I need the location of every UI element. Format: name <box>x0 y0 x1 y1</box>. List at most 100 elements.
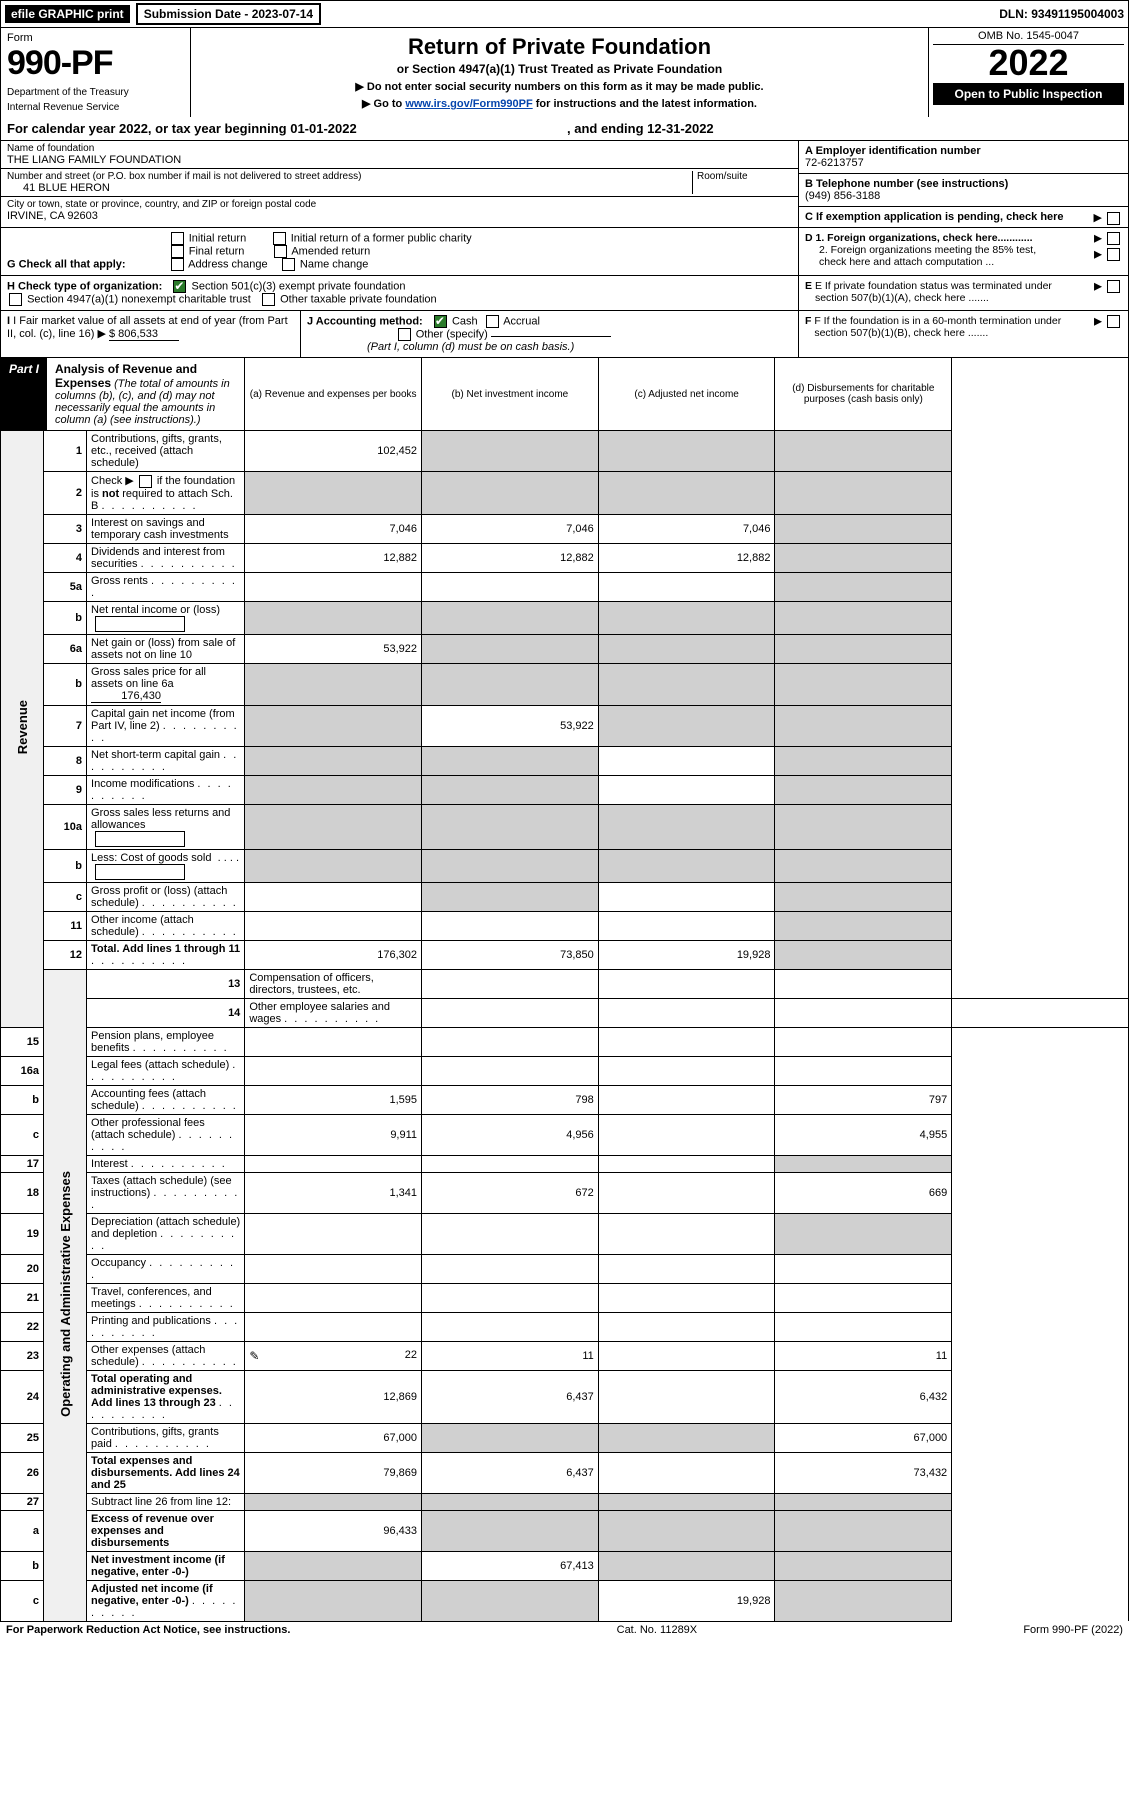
i-value: $ 806,533 <box>109 328 179 341</box>
footer-left: For Paperwork Reduction Act Notice, see … <box>6 1624 290 1636</box>
ein-label: A Employer identification number <box>805 145 981 157</box>
r22-num: 22 <box>1 1312 44 1341</box>
r9-num: 9 <box>44 775 87 804</box>
room-label: Room/suite <box>692 171 792 194</box>
j-opt1: Cash <box>452 315 478 327</box>
footer-right: Form 990-PF (2022) <box>1023 1624 1123 1636</box>
r15-num: 15 <box>1 1027 44 1056</box>
r24-a: 12,869 <box>245 1370 422 1423</box>
d2-checkbox[interactable] <box>1107 248 1120 261</box>
c-checkbox[interactable] <box>1107 212 1120 225</box>
g-label: G Check all that apply: <box>7 258 126 270</box>
h-opt2: Section 4947(a)(1) nonexempt charitable … <box>27 293 251 305</box>
j-other[interactable] <box>398 328 411 341</box>
r6a-num: 6a <box>44 634 87 663</box>
r3-c: 7,046 <box>598 514 775 543</box>
r27a-a: 96,433 <box>245 1510 422 1551</box>
d1-checkbox[interactable] <box>1107 232 1120 245</box>
d1-label: D 1. Foreign organizations, check here..… <box>805 232 1033 244</box>
part1-label: Part I <box>1 358 47 430</box>
r11-num: 11 <box>44 911 87 940</box>
r27-num: 27 <box>1 1493 44 1510</box>
h-label: H Check type of organization: <box>7 280 162 292</box>
r19-num: 19 <box>1 1213 44 1254</box>
r21-num: 21 <box>1 1283 44 1312</box>
r3-num: 3 <box>44 514 87 543</box>
r26-a: 79,869 <box>245 1452 422 1493</box>
name-label: Name of foundation <box>7 143 792 154</box>
row-i-j-f: I I Fair market value of all assets at e… <box>0 311 1129 358</box>
r13-num: 13 <box>87 969 245 998</box>
revenue-side-label: Revenue <box>15 692 30 762</box>
r26-d: 73,432 <box>775 1452 952 1493</box>
note2-post: for instructions and the latest informat… <box>533 98 757 110</box>
r12-label: Total. Add lines 1 through 11 <box>91 943 240 955</box>
r6a-label: Net gain or (loss) from sale of assets n… <box>87 634 245 663</box>
phone-label: B Telephone number (see instructions) <box>805 178 1008 190</box>
r12-a: 176,302 <box>245 940 422 969</box>
h-opt1: Section 501(c)(3) exempt private foundat… <box>191 280 405 292</box>
r20-label: Occupancy <box>91 1257 146 1269</box>
r10a-num: 10a <box>44 804 87 849</box>
r18-d: 669 <box>775 1172 952 1213</box>
g-opt4: Amended return <box>291 245 370 257</box>
top-bar: efile GRAPHIC print Submission Date - 20… <box>0 0 1129 28</box>
d2-label: 2. Foreign organizations meeting the 85%… <box>805 244 1065 268</box>
g-initial-former[interactable] <box>273 232 286 245</box>
h-other-taxable[interactable] <box>262 293 275 306</box>
r27a-label: Excess of revenue over expenses and disb… <box>91 1513 214 1549</box>
f-checkbox[interactable] <box>1107 315 1120 328</box>
form-title: Return of Private Foundation <box>201 34 918 60</box>
r17-num: 17 <box>1 1155 44 1172</box>
r4-a: 12,882 <box>245 543 422 572</box>
h-4947[interactable] <box>9 293 22 306</box>
r23-b: 11 <box>422 1341 599 1370</box>
r6b-inline: 176,430 <box>91 690 161 703</box>
r27-label: Subtract line 26 from line 12: <box>87 1493 245 1510</box>
h-opt3: Other taxable private foundation <box>280 293 437 305</box>
g-name-change[interactable] <box>282 258 295 271</box>
r16c-a: 9,911 <box>245 1114 422 1155</box>
g-final-return[interactable] <box>171 245 184 258</box>
g-amended-return[interactable] <box>274 245 287 258</box>
col-b-header: (b) Net investment income <box>422 358 599 431</box>
h-501c3[interactable] <box>173 280 186 293</box>
r7-b: 53,922 <box>422 705 599 746</box>
efile-badge: efile GRAPHIC print <box>5 5 130 23</box>
r6a-a: 53,922 <box>245 634 422 663</box>
r18-a: 1,341 <box>245 1172 422 1213</box>
form-link[interactable]: www.irs.gov/Form990PF <box>405 98 532 110</box>
r2-checkbox[interactable] <box>139 475 152 488</box>
j-cash[interactable] <box>434 315 447 328</box>
r5b-label: Net rental income or (loss) <box>91 604 220 616</box>
c-label: C If exemption application is pending, c… <box>805 211 1064 223</box>
r16c-num: c <box>1 1114 44 1155</box>
footer-mid: Cat. No. 11289X <box>617 1624 698 1636</box>
g-address-change[interactable] <box>171 258 184 271</box>
r13-label: Compensation of officers, directors, tru… <box>245 969 422 998</box>
g-initial-return[interactable] <box>171 232 184 245</box>
r16b-b: 798 <box>422 1085 599 1114</box>
r27b-b: 67,413 <box>422 1551 599 1580</box>
pencil-icon[interactable] <box>249 1349 259 1363</box>
g-opt3: Initial return of a former public charit… <box>291 232 472 244</box>
r1-num: 1 <box>44 431 87 472</box>
form-subtitle: or Section 4947(a)(1) Trust Treated as P… <box>201 62 918 76</box>
r4-num: 4 <box>44 543 87 572</box>
tax-year: 2022 <box>933 45 1124 81</box>
col-c-header: (c) Adjusted net income <box>598 358 775 431</box>
part1-table: Part I Analysis of Revenue and Expenses … <box>0 358 1129 1622</box>
e-checkbox[interactable] <box>1107 280 1120 293</box>
r16a-num: 16a <box>1 1056 44 1085</box>
r27c-c: 19,928 <box>598 1580 775 1621</box>
e-label: E If private foundation status was termi… <box>815 280 1075 304</box>
r8-num: 8 <box>44 746 87 775</box>
r3-b: 7,046 <box>422 514 599 543</box>
page-footer: For Paperwork Reduction Act Notice, see … <box>0 1622 1129 1638</box>
r4-c: 12,882 <box>598 543 775 572</box>
r6b-num: b <box>44 663 87 705</box>
g-opt0: Initial return <box>189 232 246 244</box>
city-state-zip: IRVINE, CA 92603 <box>7 210 792 222</box>
r17-label: Interest <box>91 1158 128 1170</box>
j-accrual[interactable] <box>486 315 499 328</box>
